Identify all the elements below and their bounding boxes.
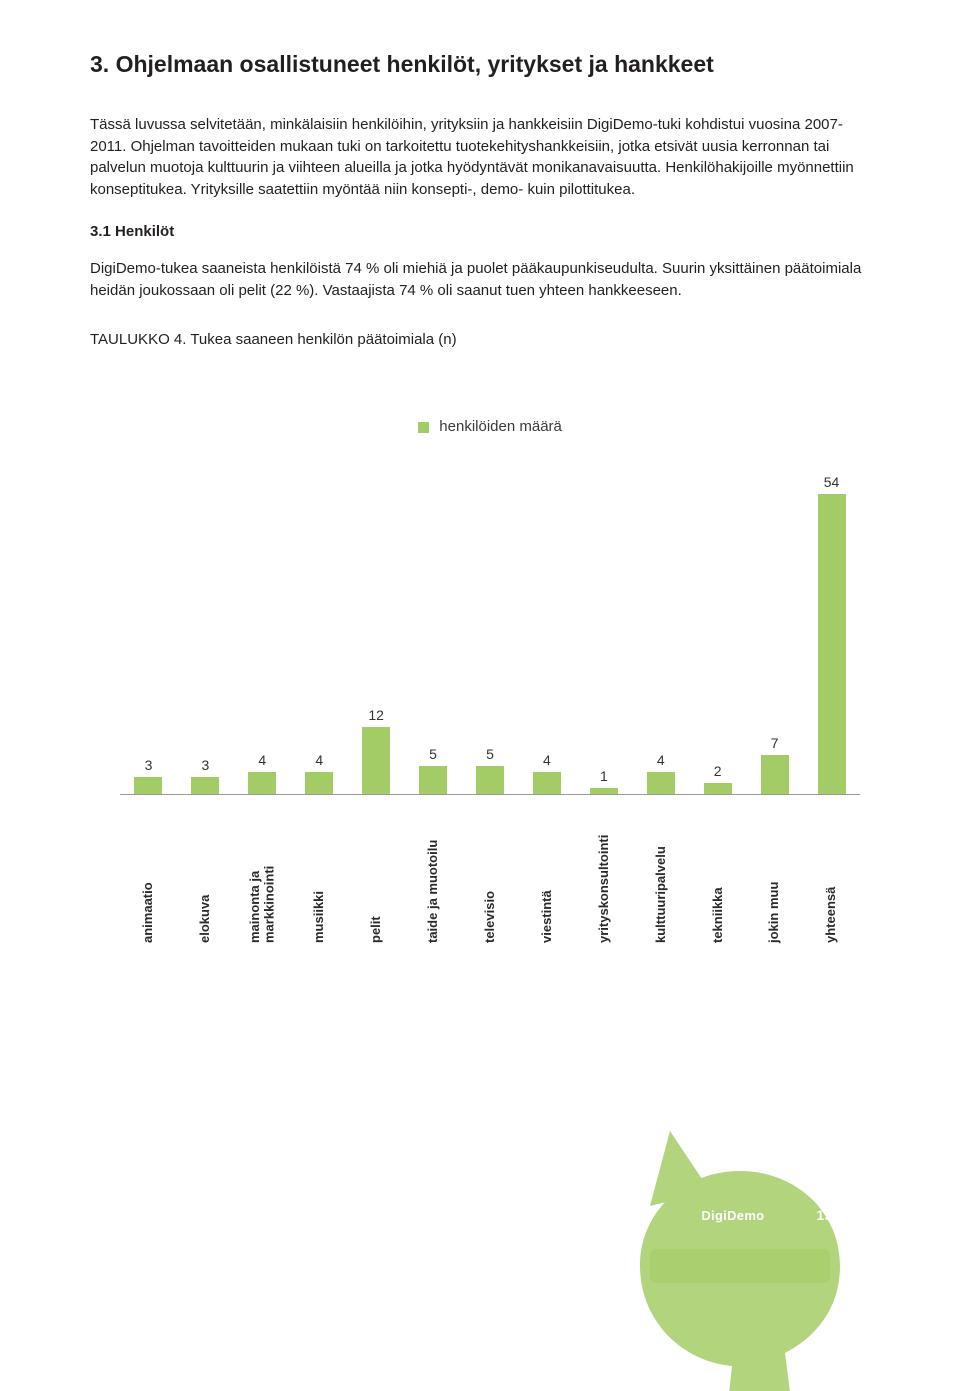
bar-column: 12	[348, 707, 405, 794]
bar-category-label: yhteensä	[824, 803, 838, 943]
bar-column: 2	[689, 763, 746, 794]
paragraph-intro: Tässä luvussa selvitetään, minkälaisiin …	[90, 114, 870, 201]
bar-column: 54	[803, 474, 860, 794]
bar	[191, 777, 219, 794]
bar-value-label: 5	[429, 746, 437, 762]
bar-column: 4	[234, 752, 291, 794]
bar-category-label: musiikki	[312, 803, 326, 943]
bar-label-column: taide ja muotoilu	[405, 803, 462, 943]
bar-column: 5	[462, 746, 519, 794]
bar-value-label: 7	[771, 735, 779, 751]
bar	[134, 777, 162, 794]
bar-label-column: yrityskonsultointi	[575, 803, 632, 943]
bar-label-column: musiikki	[291, 803, 348, 943]
bar-category-label: televisio	[483, 803, 497, 943]
bar-column: 4	[632, 752, 689, 794]
bar-value-label: 12	[368, 707, 384, 723]
bar-category-label: jokin muu	[767, 803, 781, 943]
bar-label-column: televisio	[462, 803, 519, 943]
bar-column: 3	[177, 757, 234, 794]
bar-column: 3	[120, 757, 177, 794]
footer-page-number: 19	[816, 1207, 832, 1223]
bar-value-label: 3	[201, 757, 209, 773]
bar-column: 1	[575, 768, 632, 794]
bar-category-label: viestintä	[540, 803, 554, 943]
legend-label: henkilöiden määrä	[439, 418, 562, 435]
bar	[476, 766, 504, 794]
bar-value-label: 4	[657, 752, 665, 768]
bar-column: 7	[746, 735, 803, 794]
bar-column: 4	[291, 752, 348, 794]
bar-label-column: mainonta jamarkkinointi	[234, 803, 291, 943]
bar-value-label: 4	[315, 752, 323, 768]
chart-legend: henkilöiden määrä	[120, 418, 860, 435]
chart-bars: 334412554142754	[120, 495, 860, 795]
bar-label-column: viestintä	[518, 803, 575, 943]
bar-value-label: 4	[258, 752, 266, 768]
bar-value-label: 5	[486, 746, 494, 762]
chart-labels: animaatio elokuva mainonta jamarkkinointi m…	[120, 803, 860, 943]
table-caption: TAULUKKO 4. Tukea saaneen henkilön pääto…	[90, 331, 870, 348]
bar	[647, 772, 675, 794]
bar-label-column: pelit	[348, 803, 405, 943]
page-footer: DigiDemo 19	[701, 1207, 832, 1223]
section-heading: 3. Ohjelmaan osallistuneet henkilöt, yri…	[90, 50, 870, 80]
bar-value-label: 54	[824, 474, 840, 490]
bar-category-label: elokuva	[198, 803, 212, 943]
footer-brand: DigiDemo	[701, 1208, 764, 1223]
bar	[248, 772, 276, 794]
bar-category-label: tekniikka	[711, 803, 725, 943]
bar-label-column: tekniikka	[689, 803, 746, 943]
bar-value-label: 3	[145, 757, 153, 773]
bar-label-column: kulttuuripalvelu	[632, 803, 689, 943]
bar-column: 4	[518, 752, 575, 794]
bar	[761, 755, 789, 794]
bar	[533, 772, 561, 794]
bar-column: 5	[405, 746, 462, 794]
subsection-heading: 3.1 Henkilöt	[90, 223, 870, 240]
bar-label-column: animaatio	[120, 803, 177, 943]
bar-label-column: elokuva	[177, 803, 234, 943]
legend-swatch	[418, 422, 429, 433]
bar-category-label: taide ja muotoilu	[426, 803, 440, 943]
bar-chart: henkilöiden määrä 334412554142754 animaa…	[120, 418, 860, 943]
bar-category-label: kulttuuripalvelu	[654, 803, 668, 943]
bar-category-label: animaatio	[141, 803, 155, 943]
bar	[419, 766, 447, 794]
bar-category-label: yrityskonsultointi	[597, 803, 611, 943]
bar	[818, 494, 846, 794]
bar-category-label: pelit	[369, 803, 383, 943]
bar	[305, 772, 333, 794]
bar	[590, 788, 618, 794]
bar	[362, 727, 390, 794]
bar-category-label: mainonta jamarkkinointi	[248, 803, 277, 943]
bar-value-label: 1	[600, 768, 608, 784]
footer-decoration	[560, 1131, 920, 1391]
bar-value-label: 4	[543, 752, 551, 768]
bar-value-label: 2	[714, 763, 722, 779]
bar-label-column: jokin muu	[746, 803, 803, 943]
bar-label-column: yhteensä	[803, 803, 860, 943]
paragraph-body: DigiDemo-tukea saaneista henkilöistä 74 …	[90, 258, 870, 302]
bar	[704, 783, 732, 794]
